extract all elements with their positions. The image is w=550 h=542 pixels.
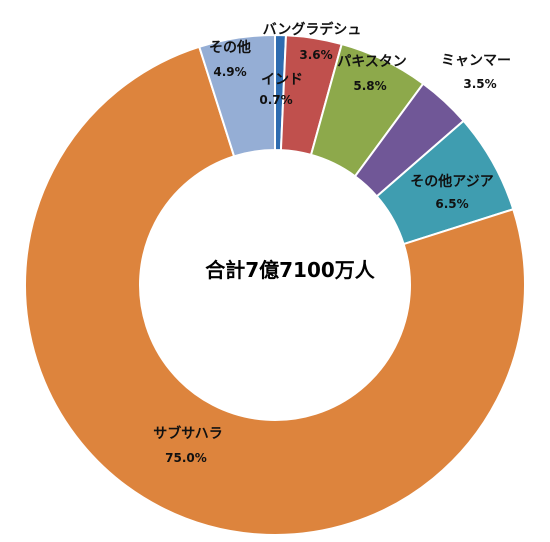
center-total-label: 合計7億7100万人 <box>205 258 376 282</box>
slice-name-label: インド <box>261 72 303 88</box>
slice-name-label: バングラデシュ <box>263 21 362 38</box>
slice-6 <box>197 33 276 158</box>
slice-name-label: サブサハラ <box>153 425 222 442</box>
slice-percent-label: 75.0% <box>165 451 207 465</box>
slice-percent-label: 6.5% <box>435 197 468 211</box>
slice-percent-label: 5.8% <box>353 79 386 93</box>
slice-name-label: その他アジア <box>410 173 493 190</box>
slice-percent-label: 4.9% <box>213 65 246 79</box>
donut-slices <box>24 33 526 536</box>
slice-name-label: パキスタン <box>337 54 407 70</box>
slice-percent-label: 0.7% <box>259 93 292 107</box>
slice-percent-label: 3.5% <box>463 77 496 91</box>
slice-name-label: ミャンマー <box>441 53 511 69</box>
slice-labels: インド 0.7% バングラデシュ 3.6% パキスタン 5.8% ミャンマー 3.5% その他ア… <box>153 21 511 465</box>
slice-5 <box>24 45 526 536</box>
slice-percent-label: 3.6% <box>299 48 332 62</box>
slice-name-label: その他 <box>209 39 251 56</box>
